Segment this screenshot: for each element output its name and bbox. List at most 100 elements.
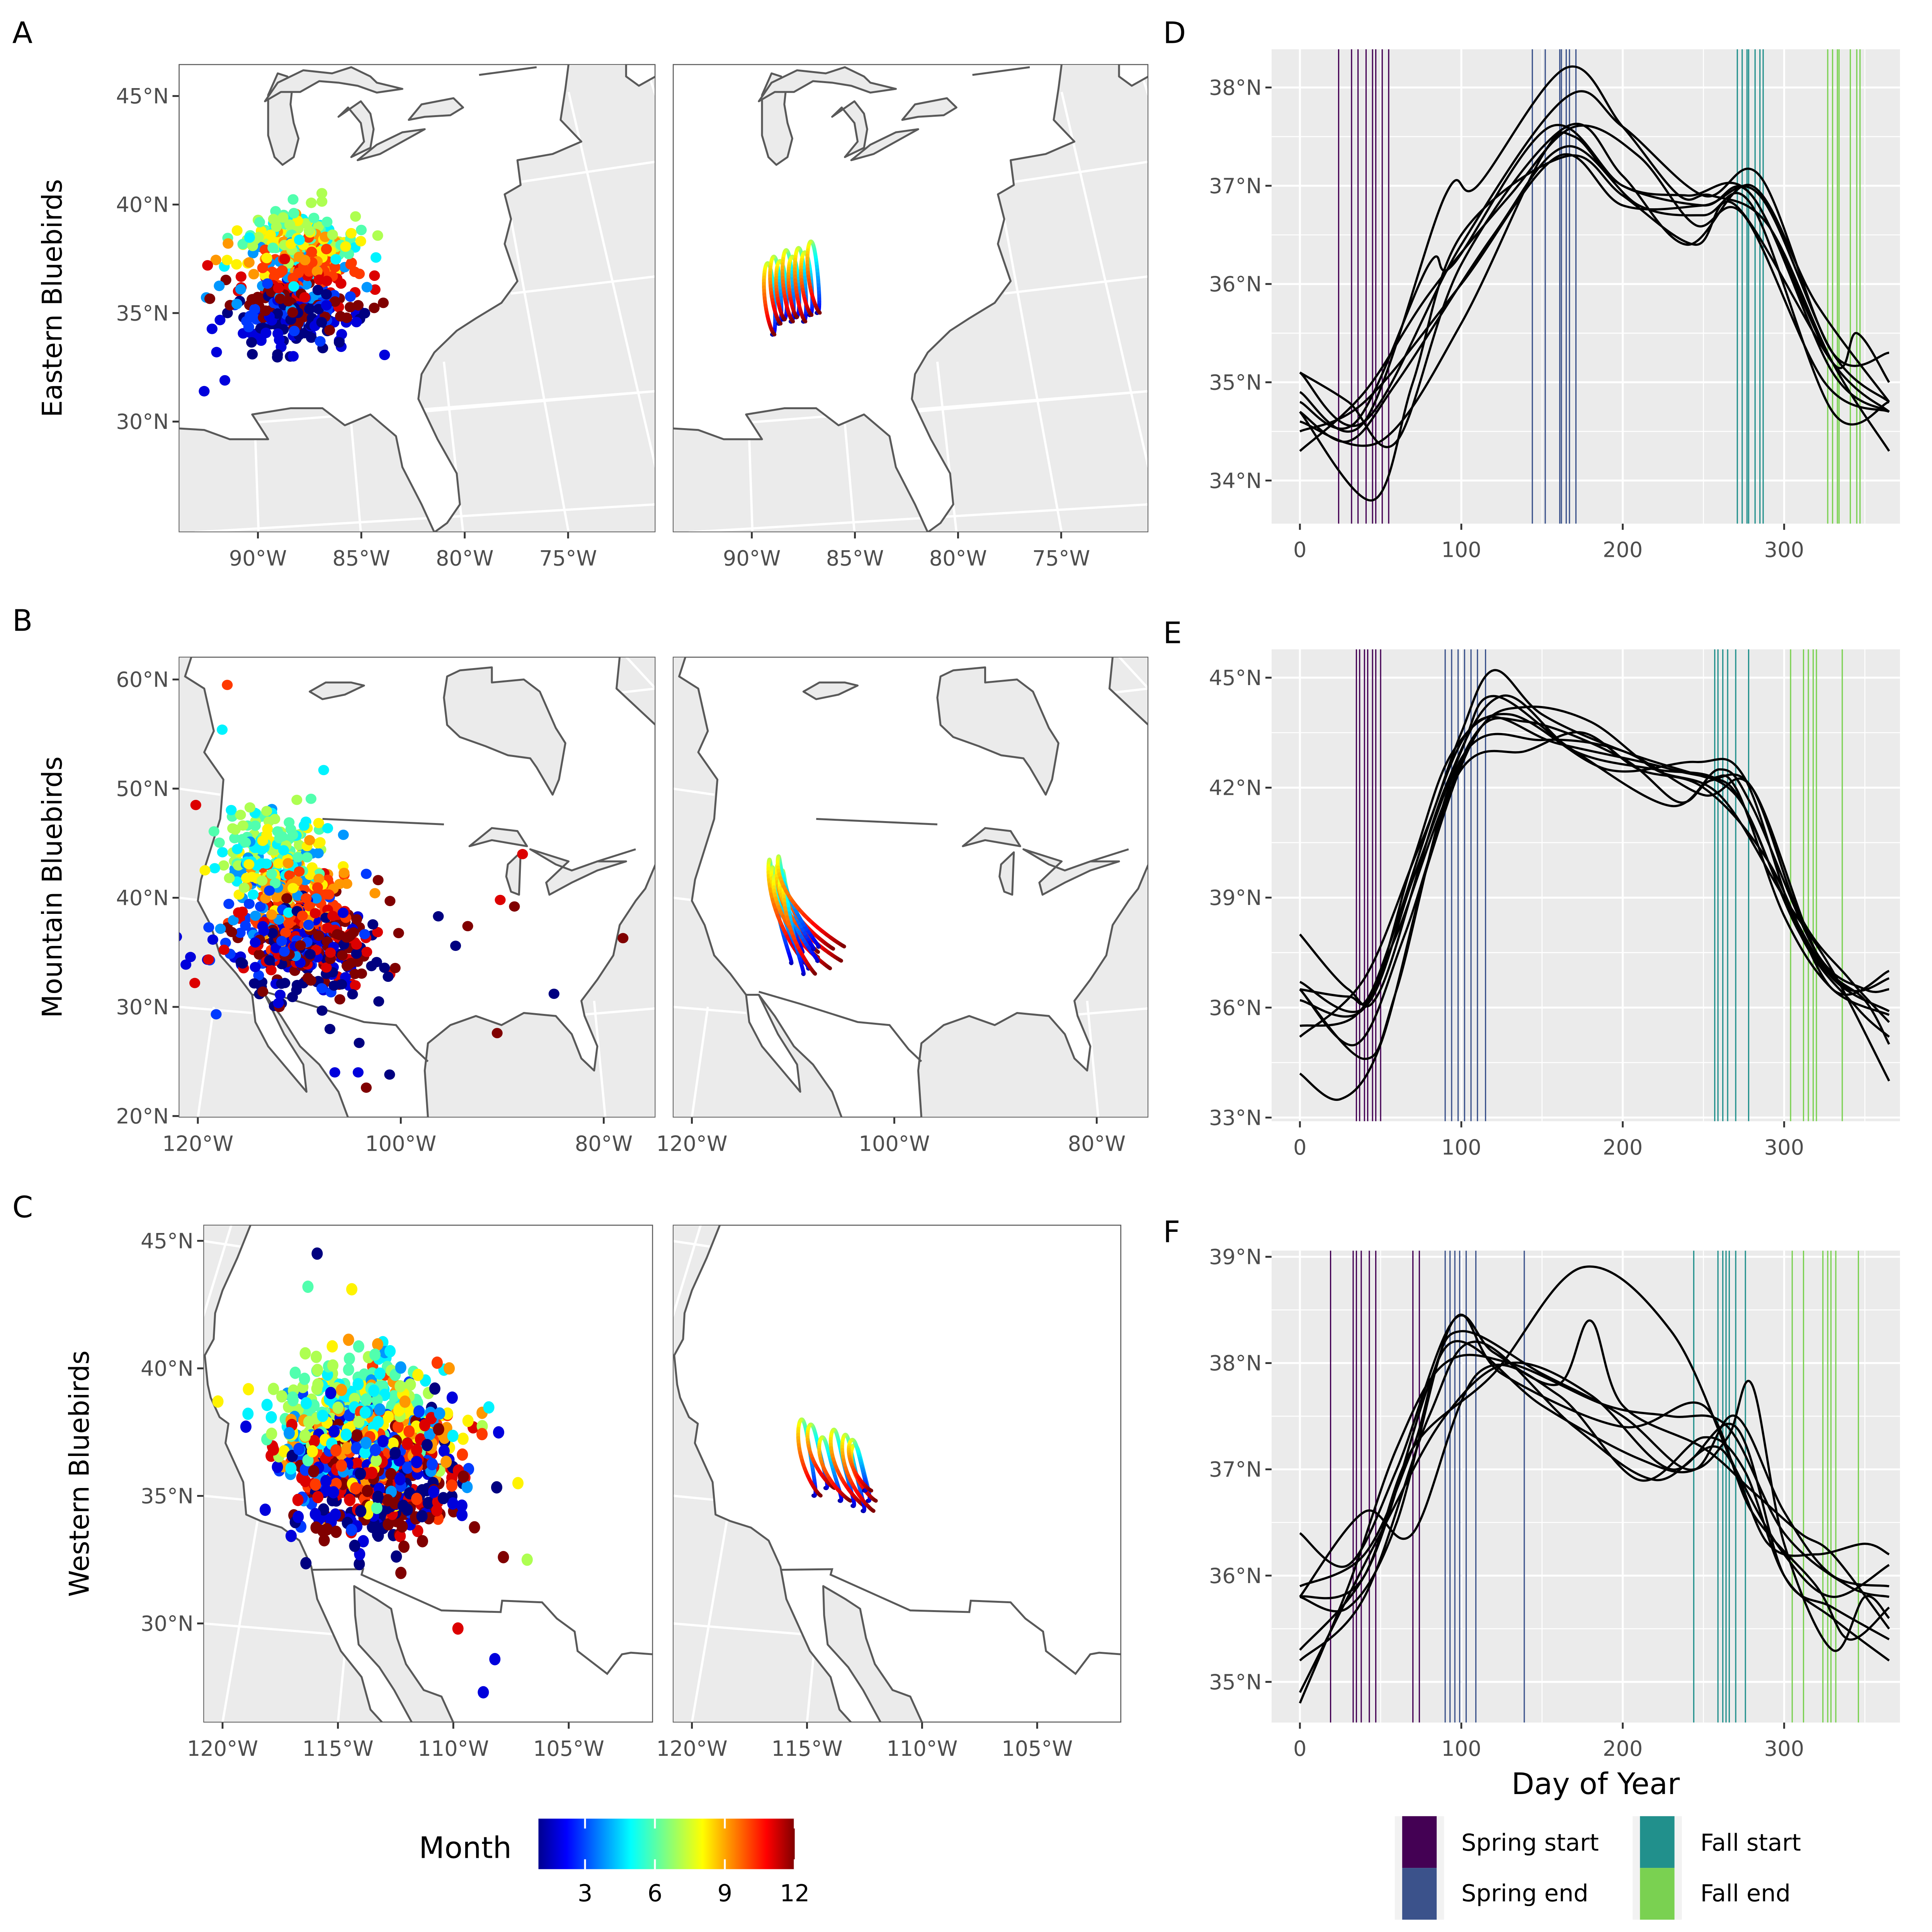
x-tick-label-c: 110°W (886, 1736, 957, 1761)
observation-point (306, 197, 317, 208)
colorbar-gradient (538, 1818, 795, 1869)
observation-point (311, 893, 322, 904)
observation-point (457, 1448, 468, 1461)
observation-point (392, 1420, 404, 1433)
migration-track (842, 1435, 874, 1511)
observation-point (405, 1378, 416, 1391)
map-b-observations (179, 656, 656, 1118)
observation-point (377, 1435, 389, 1447)
y-tick-label-c: 30°N (141, 1612, 194, 1636)
observation-point (261, 858, 272, 869)
observation-point (372, 875, 384, 886)
y-tick-label-a: 35°N (116, 301, 169, 325)
observation-point (617, 933, 629, 944)
x-axis-title: Day of Year (1512, 1767, 1680, 1801)
observation-point (303, 920, 314, 930)
observation-point (434, 1407, 446, 1420)
row-label-eastern: Eastern Bluebirds (36, 179, 68, 417)
observation-point (269, 814, 281, 825)
observation-point (247, 240, 258, 252)
observation-point (305, 793, 316, 804)
observation-point (457, 1470, 469, 1483)
y-tick-label-e: 42°N (1209, 776, 1262, 800)
observation-point (372, 1490, 384, 1503)
observation-point (285, 1529, 297, 1542)
y-tick-label-d: 38°N (1209, 76, 1262, 100)
observation-point (345, 291, 356, 302)
y-tick-label-a: 45°N (116, 84, 169, 109)
observation-point (396, 1520, 408, 1533)
observation-point (230, 824, 241, 835)
observation-point (261, 253, 272, 264)
observation-point (243, 257, 255, 268)
observation-point (338, 867, 350, 878)
observation-point (369, 303, 380, 313)
observation-point (258, 925, 269, 936)
observation-point (279, 978, 291, 988)
observation-point (330, 1526, 342, 1538)
track-segment (832, 948, 833, 949)
observation-point (371, 1454, 382, 1467)
observation-point (222, 680, 233, 690)
observation-point (337, 908, 349, 918)
observation-point (371, 957, 382, 968)
observation-point (277, 265, 288, 276)
observation-point (278, 845, 289, 855)
observation-point (456, 1499, 468, 1512)
legend-key-fall-start (1640, 1816, 1675, 1868)
observation-point (336, 979, 347, 990)
observation-point (266, 909, 277, 920)
y-tick-label-c: 35°N (141, 1484, 194, 1509)
observation-point (241, 316, 252, 327)
observation-point (300, 1557, 312, 1570)
map-a-tracks (673, 64, 1148, 532)
observation-point (346, 1283, 357, 1296)
observation-point (321, 962, 332, 973)
observation-point (367, 919, 378, 930)
observation-point (325, 1387, 337, 1400)
observation-point (352, 1067, 364, 1078)
observation-point (422, 1497, 434, 1509)
y-tick-label-d: 34°N (1209, 469, 1262, 493)
observation-point (340, 1429, 352, 1441)
observation-point (369, 270, 380, 281)
observation-point (273, 998, 284, 1009)
observation-point (341, 1442, 353, 1454)
observation-point (328, 1486, 339, 1499)
observation-point (316, 188, 327, 199)
x-tick-label-c: 105°W (533, 1736, 604, 1761)
observation-point (384, 896, 396, 906)
observation-point (308, 1465, 320, 1478)
observation-point (203, 954, 214, 965)
observation-point (224, 873, 235, 883)
observation-point (401, 1437, 413, 1450)
observation-point (268, 1383, 279, 1395)
observation-point (287, 351, 299, 362)
observation-point (318, 765, 329, 776)
observation-point (287, 1394, 299, 1406)
observation-point (398, 1540, 410, 1553)
observation-point (303, 266, 315, 277)
observation-point (349, 1393, 360, 1405)
x-tick-label-e: 100 (1441, 1135, 1481, 1160)
observation-point (253, 232, 264, 243)
observation-point (243, 1383, 254, 1396)
observation-point (211, 347, 222, 357)
observation-point (292, 852, 303, 863)
observation-point (207, 934, 218, 945)
observation-point (232, 868, 243, 879)
observation-point (301, 1397, 312, 1410)
observation-point (272, 308, 283, 319)
observation-point (428, 1485, 439, 1498)
observation-point (238, 883, 250, 893)
basemap-c (673, 1225, 1121, 1723)
y-tick-label-d: 36°N (1209, 272, 1262, 296)
observation-point (315, 336, 326, 347)
observation-point (266, 1427, 277, 1440)
observation-point (350, 1482, 362, 1495)
map-frame (673, 657, 1148, 1118)
observation-point (419, 1419, 430, 1432)
observation-point (299, 292, 310, 303)
y-tick-label-c: 45°N (141, 1229, 194, 1253)
